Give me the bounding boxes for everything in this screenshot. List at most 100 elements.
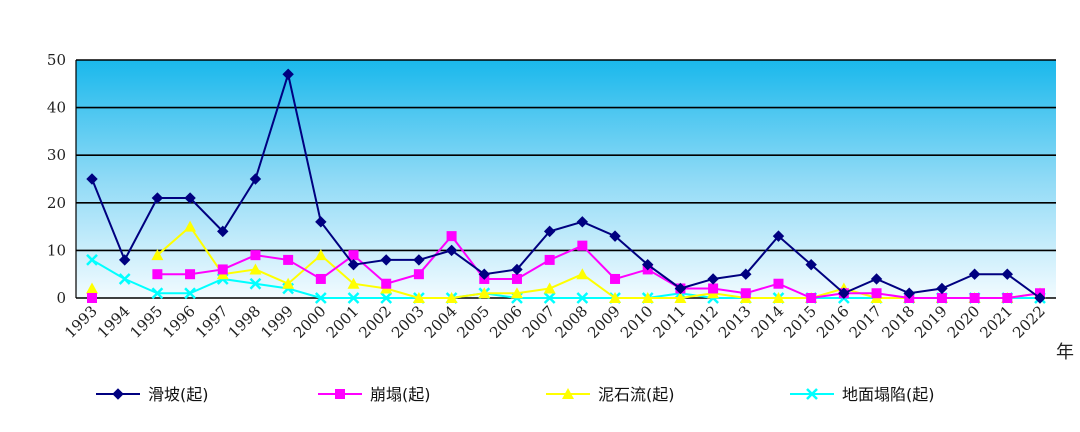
data-point xyxy=(87,293,97,303)
data-point xyxy=(413,254,425,266)
y-tick-label: 0 xyxy=(56,289,66,307)
x-axis: 1993199419951996199719981999200020012002… xyxy=(61,302,1049,342)
x-tick-label: 1993 xyxy=(61,302,101,342)
data-point xyxy=(806,293,817,303)
x-tick-label: 1998 xyxy=(225,302,265,342)
data-point xyxy=(282,68,294,80)
data-point xyxy=(610,273,621,284)
data-point xyxy=(871,288,882,299)
legend-item: 地面塌陷(起) xyxy=(790,385,935,404)
data-point xyxy=(641,292,654,303)
data-point xyxy=(185,269,196,280)
x-tick-label: 2002 xyxy=(355,302,395,342)
x-tick-label: 1994 xyxy=(94,302,134,342)
data-point xyxy=(314,249,327,261)
data-point xyxy=(380,254,392,266)
data-point xyxy=(1034,292,1046,304)
x-tick-label: 2021 xyxy=(976,302,1016,342)
data-point xyxy=(86,254,98,266)
data-point xyxy=(511,263,523,276)
data-point xyxy=(543,292,556,304)
data-point xyxy=(543,282,556,294)
data-point xyxy=(511,273,522,284)
data-point xyxy=(773,278,784,289)
x-tick-label: 2015 xyxy=(780,302,820,342)
data-point xyxy=(674,292,687,303)
x-tick-label: 2020 xyxy=(944,302,984,342)
data-point xyxy=(903,287,915,299)
x-tick-label: 2004 xyxy=(421,302,461,342)
data-point xyxy=(118,254,131,266)
data-point xyxy=(708,283,719,294)
x-tick-label: 2001 xyxy=(323,302,363,342)
data-point xyxy=(184,287,196,300)
data-point xyxy=(250,250,261,261)
x-tick-label: 1997 xyxy=(192,302,232,342)
data-point xyxy=(151,287,164,300)
data-point xyxy=(445,292,458,303)
data-point xyxy=(118,273,131,285)
legend-item: 泥石流(起) xyxy=(546,385,675,404)
legend-label: 滑坡(起) xyxy=(148,385,209,404)
series-line xyxy=(157,234,1041,300)
legend-marker xyxy=(806,388,818,400)
x-tick-label: 2013 xyxy=(715,302,755,342)
x-tick-label: 2019 xyxy=(911,302,951,342)
data-point xyxy=(347,292,360,304)
x-tick-label: 2008 xyxy=(551,302,591,342)
data-point xyxy=(642,258,654,271)
data-point xyxy=(936,293,947,303)
data-point xyxy=(707,273,719,285)
data-point xyxy=(249,263,262,275)
series-group xyxy=(86,68,1046,304)
data-point xyxy=(151,192,164,204)
data-point xyxy=(413,269,424,280)
legend-item: 滑坡(起) xyxy=(96,385,209,404)
data-point xyxy=(772,292,785,303)
data-point xyxy=(1002,293,1013,303)
x-tick-label: 1996 xyxy=(159,302,199,342)
data-point xyxy=(609,230,621,242)
x-tick-label: 2018 xyxy=(878,302,918,342)
legend-label: 泥石流(起) xyxy=(598,385,675,404)
data-point xyxy=(249,277,262,290)
data-point xyxy=(577,240,588,251)
x-tick-label: 2009 xyxy=(584,302,624,342)
y-tick-label: 30 xyxy=(47,146,66,164)
data-point xyxy=(772,230,785,242)
x-tick-label: 2022 xyxy=(1009,302,1049,342)
data-point xyxy=(314,292,327,304)
data-point xyxy=(151,249,164,261)
data-point xyxy=(282,277,295,289)
x-tick-label: 2005 xyxy=(453,302,493,342)
legend-marker xyxy=(112,388,124,400)
x-tick-label: 2012 xyxy=(682,302,722,342)
data-point xyxy=(217,225,229,238)
x-tick-label: 2006 xyxy=(486,302,526,342)
data-point xyxy=(576,268,589,280)
data-point xyxy=(968,268,981,280)
x-tick-label: 2017 xyxy=(846,302,886,342)
legend-marker xyxy=(562,388,574,399)
data-point xyxy=(184,192,196,204)
legend: 滑坡(起) 崩塌(起) 泥石流(起) 地面塌陷(起) xyxy=(96,385,935,404)
data-point xyxy=(609,292,622,303)
data-point xyxy=(969,293,980,303)
data-point xyxy=(217,264,228,275)
data-point xyxy=(576,292,589,304)
x-axis-label: 年 xyxy=(1056,342,1074,363)
x-tick-label: 2016 xyxy=(813,302,853,342)
data-point xyxy=(347,277,360,289)
y-tick-label: 50 xyxy=(47,51,66,69)
data-point xyxy=(412,292,425,303)
data-point xyxy=(805,258,817,271)
data-point xyxy=(348,250,359,261)
y-axis: 0 10 20 30 40 50 xyxy=(47,51,77,307)
data-point xyxy=(1001,268,1014,280)
data-point xyxy=(446,231,457,242)
x-tick-label: 2000 xyxy=(290,302,330,342)
data-point xyxy=(152,269,163,280)
data-point xyxy=(315,216,327,228)
data-point xyxy=(510,287,523,299)
data-point xyxy=(936,282,948,295)
